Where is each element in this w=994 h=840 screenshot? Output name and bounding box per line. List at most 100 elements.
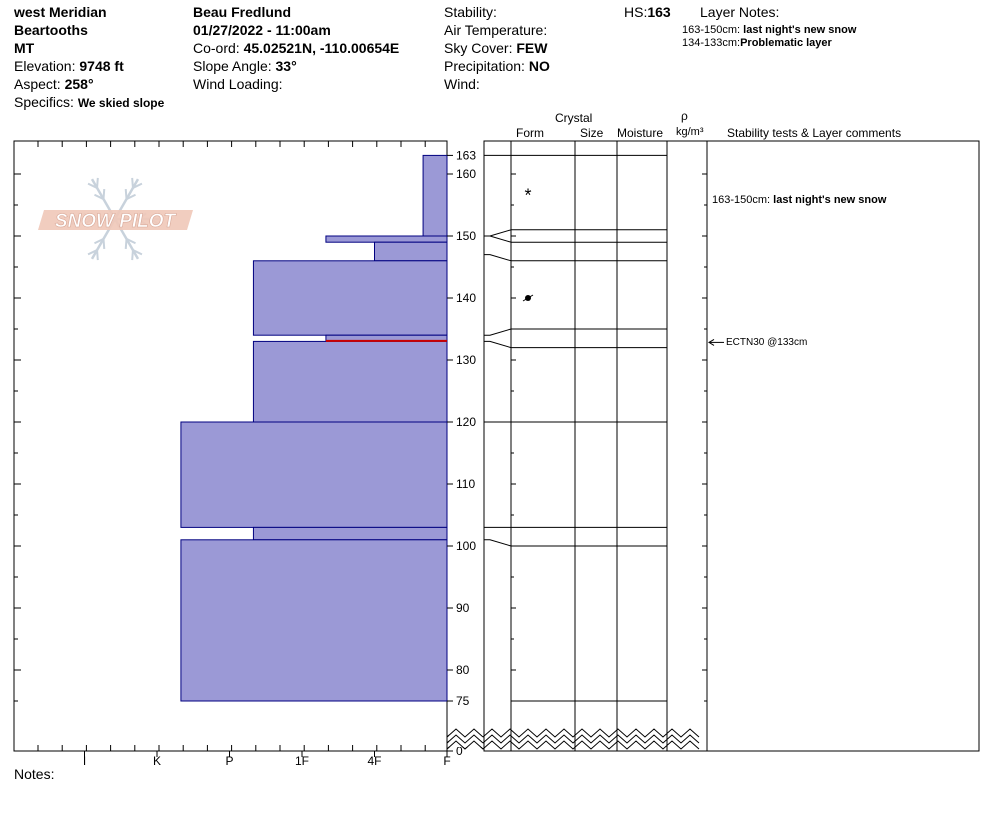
specifics-row: Specifics: We skied slope — [14, 94, 164, 111]
sky-row: Sky Cover: FEW — [444, 40, 547, 56]
hardness-layer-bar — [252, 260, 448, 336]
break-zigzag — [446, 740, 700, 750]
hs-label: HS: — [624, 4, 648, 20]
comments-header: Stability tests & Layer comments — [727, 126, 902, 140]
precip-row: Precipitation: NO — [444, 58, 550, 74]
precip-value: NO — [528, 58, 550, 74]
logo-banner — [38, 210, 193, 230]
layer-notes-title: Layer Notes: — [700, 4, 780, 20]
mountain-range: Beartooths — [14, 22, 88, 38]
boundary-connector — [484, 328, 512, 336]
coord-row: Co-ord: 45.02521N, -110.00654E — [193, 40, 399, 56]
snowflake-branch — [131, 177, 134, 189]
slope-label: Slope Angle: — [193, 58, 272, 74]
snowflake-branch — [131, 249, 134, 261]
hardness-layer-bar — [325, 235, 448, 243]
depth-tick-label: 140 — [456, 291, 476, 305]
scale-break — [446, 727, 700, 750]
depth-tick-label: 80 — [456, 663, 470, 677]
break-zigzag — [446, 734, 700, 744]
elevation-value: 9748 ft — [79, 58, 124, 74]
coord-value: 45.02521N, -110.00654E — [243, 40, 400, 56]
hardness-scale-label: P — [225, 754, 233, 768]
hardness-scale-label: K — [153, 754, 161, 768]
snowflake-branch — [132, 249, 143, 256]
precip-label: Precipitation: — [444, 58, 525, 74]
boundary-connector — [484, 235, 512, 243]
specifics-label: Specifics: — [14, 94, 74, 110]
snowflake-branch — [96, 177, 99, 189]
state: MT — [14, 40, 35, 56]
aspect-row: Aspect: 258° — [14, 76, 94, 92]
observer-name: Beau Fredlund — [193, 4, 292, 20]
boundary-connector — [484, 340, 512, 349]
snowflake-branch — [126, 193, 136, 200]
break-zigzag — [446, 740, 484, 750]
snowflake-branch — [102, 238, 106, 249]
hardness-layer-bar — [374, 241, 448, 262]
observation-datetime: 01/27/2022 - 11:00am — [193, 22, 331, 38]
coord-label: Co-ord: — [193, 40, 240, 56]
snowflake-branch — [124, 238, 128, 249]
break-zigzag — [446, 734, 484, 744]
snowflake-branch — [96, 249, 99, 261]
new-snow-icon: * — [524, 186, 531, 206]
hardness-scale-label: 1F — [295, 754, 309, 768]
break-zigzag — [446, 728, 484, 738]
hs-row: HS:163 — [624, 4, 671, 20]
logo-text: SNOW PILOT — [55, 211, 177, 232]
test-result-text: ECTN30 @133cm — [726, 337, 808, 348]
hardness-scale-label: I — [83, 754, 86, 768]
layer-note-range: 134-133cm: — [682, 37, 741, 49]
depth-tick-label: 130 — [456, 353, 476, 367]
slope-row: Slope Angle: 33° — [193, 58, 297, 74]
layer-comment-range: 163-150cm: — [712, 194, 771, 206]
snowflake-branch — [132, 182, 143, 189]
elevation-row: Elevation: 9748 ft — [14, 58, 124, 74]
moisture-header: Moisture — [617, 126, 664, 140]
layer-note-range: 163-150cm: — [682, 24, 741, 36]
aspect-value: 258° — [64, 76, 94, 92]
layer-note-1: 163-150cm: last night's new snow — [682, 24, 856, 37]
hardness-layer-bar — [180, 421, 448, 528]
snowflake-branch — [94, 193, 104, 200]
location-name: west Meridian — [14, 4, 107, 20]
depth-tick-label: 100 — [456, 539, 476, 553]
boundary-connector — [484, 539, 512, 547]
profile-frame — [483, 140, 980, 752]
sky-label: Sky Cover: — [444, 40, 513, 56]
boundary-connector — [484, 229, 512, 237]
size-header: Size — [580, 126, 604, 140]
air-temp-label: Air Temperature: — [444, 22, 548, 38]
depth-tick-label: 160 — [456, 167, 476, 181]
wind-label: Wind: — [444, 76, 480, 92]
depth-tick-label: 110 — [456, 477, 475, 491]
hs-value: 163 — [647, 4, 671, 20]
slope-value: 33° — [275, 58, 297, 74]
layer-note-text: Problematic layer — [740, 37, 832, 49]
notes-label: Notes: — [14, 766, 55, 782]
hardness-layer-bar — [252, 526, 448, 541]
snowflake-branch — [87, 249, 98, 256]
hardness-layer-bar — [252, 340, 448, 423]
test-arrow-head — [708, 338, 715, 346]
depth-tick-label: 0 — [456, 744, 463, 758]
stability-label: Stability: — [444, 4, 497, 20]
sky-value: FEW — [516, 40, 548, 56]
rho-header: ρ — [681, 109, 688, 123]
depth-tick-label: 150 — [456, 229, 476, 243]
depth-tick-label: 90 — [456, 601, 470, 615]
depth-tick-label: 163 — [456, 148, 476, 162]
snowpilot-logo: SNOW PILOT — [38, 177, 193, 261]
form-header: Form — [516, 126, 544, 140]
hardness-layer-bar — [180, 539, 448, 702]
depth-tick-label: 120 — [456, 415, 476, 429]
layer-note-text: last night's new snow — [743, 24, 857, 36]
layer-comment: 163-150cm: last night's new snow — [712, 192, 886, 208]
layer-note-2: 134-133cm:Problematic layer — [682, 37, 832, 50]
snowflake-branch — [102, 189, 106, 200]
hardness-scale-label: F — [443, 754, 450, 768]
specifics-value: We skied slope — [77, 96, 165, 110]
snowflake-branch — [94, 238, 104, 245]
layer-comment-text: last night's new snow — [773, 194, 887, 206]
